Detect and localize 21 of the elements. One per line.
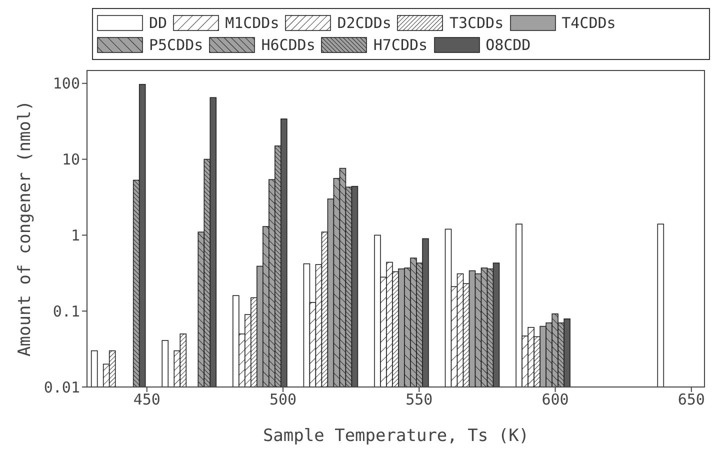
y-axis-title: Amount of congener (nmol) <box>15 100 36 356</box>
legend-label: T3CDDs <box>449 14 504 32</box>
x-tick-label: 500 <box>269 390 297 409</box>
legend-label: D2CDDs <box>337 14 392 32</box>
legend-label: DD <box>149 14 168 32</box>
y-tick-label: 0.1 <box>52 302 80 320</box>
legend-label: M1CDDs <box>225 14 280 32</box>
legend-label: T4CDDs <box>562 14 616 32</box>
legend-label: H6CDDs <box>261 36 316 54</box>
y-tick-label: 1 <box>70 226 80 245</box>
x-axis-title: Sample Temperature, Ts (K) <box>262 426 530 446</box>
x-tick-label: 450 <box>133 390 160 409</box>
legend-label: O8CDD <box>486 36 531 54</box>
y-tick-label: 10 <box>62 150 80 169</box>
y-tick-label: 100 <box>52 74 80 93</box>
x-tick-label: 650 <box>678 390 705 409</box>
y-tick-label: 0.01 <box>44 378 80 396</box>
legend-label: H7CDDs <box>373 36 428 54</box>
legend-label: P5CDDs <box>149 36 204 54</box>
x-tick-label: 600 <box>542 390 569 409</box>
x-tick-label: 550 <box>406 390 433 409</box>
